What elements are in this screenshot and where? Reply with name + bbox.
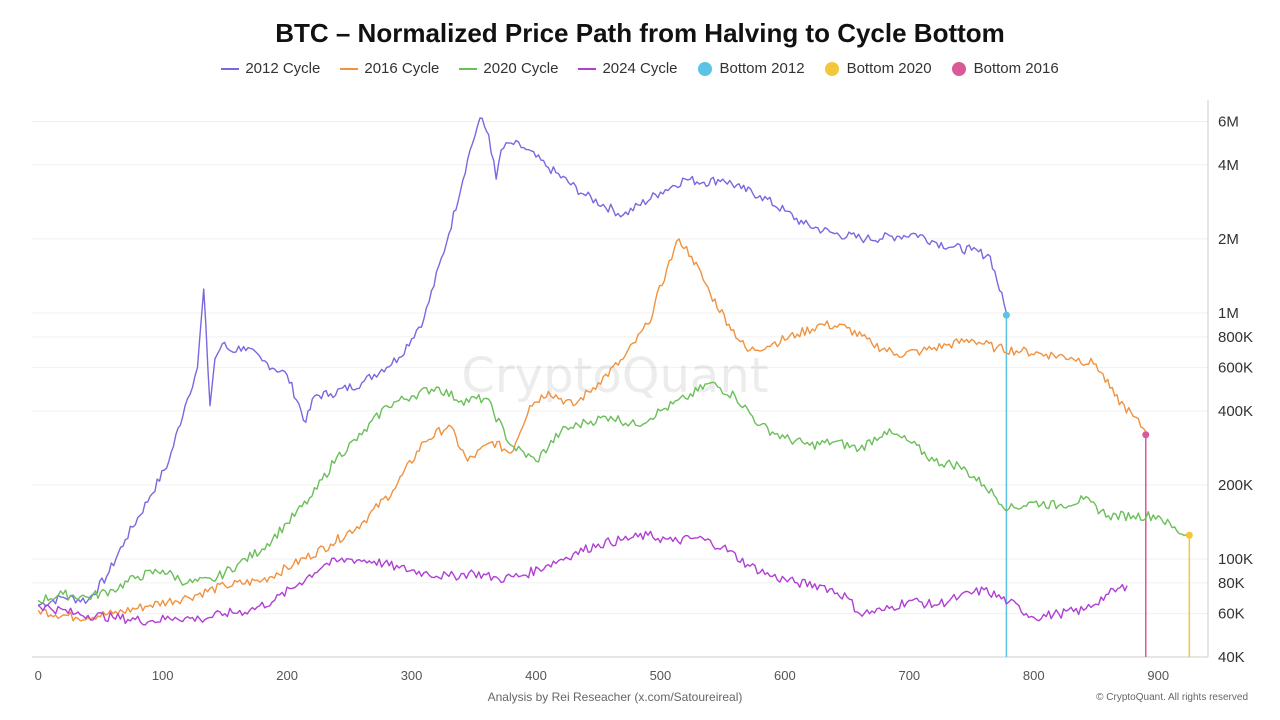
grid-lines [32,120,1208,658]
legend-item-bottom-2012[interactable]: Bottom 2012 [697,60,805,77]
x-tick-label: 0 [35,668,42,683]
x-tick-label: 700 [898,668,920,683]
legend-swatch [459,67,478,70]
watermark: CryptoQuant [461,348,768,404]
series-line-2012-cycle [38,117,1008,608]
series-line-2020-cycle [37,381,1190,604]
y-tick-label: 400K [1218,403,1253,420]
legend-label: 2020 Cycle [483,60,559,77]
legend-swatch [951,61,966,76]
legend-item-2016-cycle[interactable]: 2016 Cycle [340,60,439,77]
y-tick-label: 80K [1218,575,1245,592]
chart-legend: 2012 Cycle 2016 Cycle 2020 Cycle 2024 Cy… [0,60,1280,77]
legend-label: 2016 Cycle [364,60,440,77]
y-tick-label: 6M [1218,113,1239,130]
series-lines [37,117,1190,626]
bottom-marker-lines [1005,315,1191,657]
legend-swatch [697,61,712,76]
y-tick-label: 4M [1218,157,1239,174]
y-tick-label: 1M [1218,305,1239,322]
legend-label: Bottom 2012 [719,60,805,77]
bottom-marker-dot[interactable] [1185,531,1193,539]
x-axis-ticks: 0 100 200 300 400 500 600 700 800 900 [35,668,1169,683]
x-tick-label: 400 [525,668,547,683]
legend-item-2024-cycle[interactable]: 2024 Cycle [578,60,678,77]
x-tick-label: 800 [1023,668,1045,683]
y-tick-label: 600K [1218,360,1253,377]
x-tick-label: 600 [774,668,796,683]
legend-item-2020-cycle[interactable]: 2020 Cycle [459,60,558,77]
legend-item-bottom-2020[interactable]: Bottom 2020 [824,60,932,77]
x-tick-label: 100 [152,668,174,683]
legend-item-2012-cycle[interactable]: 2012 Cycle [221,60,320,77]
legend-label: 2024 Cycle [602,60,678,77]
y-axis-ticks: 6M 4M 2M 1M 800K 600K 400K 200K 100K 80K 60K 40K [1218,113,1253,666]
legend-label: Bottom 2016 [973,60,1059,77]
copyright-notice: © CryptoQuant. All rights reserved [1096,692,1248,703]
x-tick-label: 500 [650,668,672,683]
analysis-credit: Analysis by Rei Reseacher (x.com/Satoure… [487,690,743,704]
series-line-2016-cycle [37,238,1147,622]
chart-title: BTC – Normalized Price Path from Halving… [275,18,1005,48]
y-tick-label: 2M [1218,231,1239,248]
bottom-markers [1002,311,1193,539]
bottom-marker-dot[interactable] [1142,431,1150,439]
x-tick-label: 300 [401,668,423,683]
legend-label: Bottom 2020 [846,60,932,77]
y-tick-label: 100K [1218,551,1253,568]
x-tick-label: 200 [276,668,298,683]
y-tick-label: 800K [1218,329,1253,346]
y-tick-label: 60K [1218,606,1245,623]
x-tick-label: 900 [1147,668,1169,683]
legend-swatch [221,67,240,70]
y-tick-label: 200K [1218,477,1253,494]
bottom-marker-dot[interactable] [1002,311,1010,319]
legend-swatch [824,61,839,76]
legend-item-bottom-2016[interactable]: Bottom 2016 [951,60,1059,77]
legend-swatch [578,67,597,70]
y-tick-label: 40K [1218,649,1245,666]
legend-label: 2012 Cycle [245,60,321,77]
legend-swatch [340,67,359,70]
series-line-2024-cycle [37,530,1128,626]
